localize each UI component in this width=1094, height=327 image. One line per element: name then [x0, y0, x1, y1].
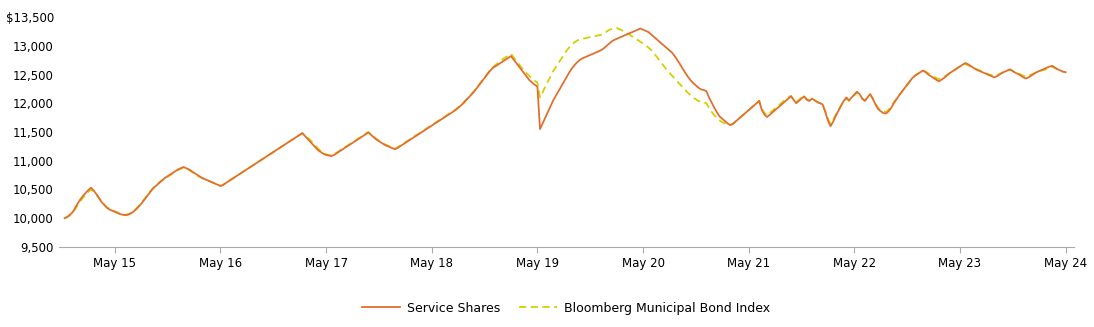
Legend: Service Shares, Bloomberg Municipal Bond Index: Service Shares, Bloomberg Municipal Bond…: [358, 297, 776, 319]
